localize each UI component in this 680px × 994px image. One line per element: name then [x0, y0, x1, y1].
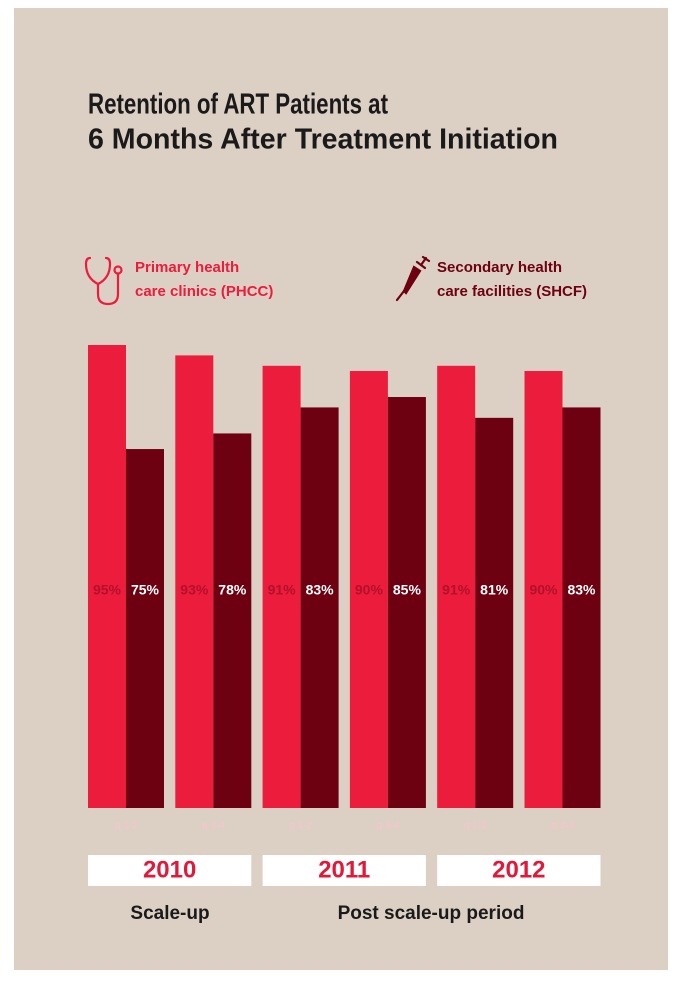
bar	[349, 371, 388, 808]
value-label: 93%	[180, 582, 209, 598]
bar	[262, 365, 301, 808]
value-label: 78%	[218, 582, 247, 598]
x-tick-label: q 3-4	[551, 821, 575, 832]
year-box	[262, 855, 426, 886]
bar	[175, 355, 214, 808]
bar	[300, 407, 339, 808]
bar	[387, 397, 426, 808]
value-label: 91%	[442, 582, 471, 598]
period-label: Post scale-up period	[338, 903, 525, 924]
x-tick-label: q 3-4	[202, 821, 226, 832]
legend-label: Secondary health	[437, 259, 562, 276]
value-label: 85%	[393, 582, 422, 598]
year-box	[437, 855, 601, 886]
legend-label: Primary health	[135, 259, 239, 276]
year-box	[88, 855, 252, 886]
value-label: 83%	[306, 582, 335, 598]
bar	[88, 345, 126, 808]
x-tick-label: q 1-2	[289, 821, 313, 832]
bar	[524, 371, 563, 808]
value-label: 75%	[131, 582, 160, 598]
value-label: 91%	[268, 582, 297, 598]
legend-label: care facilities (SHCF)	[437, 283, 587, 300]
value-label: 95%	[93, 582, 122, 598]
chart-title: 6 Months After Treatment Initiation	[88, 124, 558, 156]
value-label: 90%	[529, 582, 558, 598]
year-label: 2012	[492, 856, 545, 883]
syringe-icon	[395, 255, 431, 302]
x-tick-label: q 1-2	[464, 821, 488, 832]
bar	[562, 407, 601, 808]
x-tick-label: q 3-4	[376, 821, 400, 832]
period-label: Scale-up	[130, 903, 209, 924]
bar	[437, 365, 476, 808]
chart-title: Retention of ART Patients at	[88, 89, 388, 121]
x-tick-label: q 1-2	[114, 821, 138, 832]
value-label: 83%	[567, 582, 596, 598]
value-label: 90%	[355, 582, 384, 598]
year-label: 2011	[318, 856, 370, 883]
year-label: 2010	[143, 856, 196, 883]
value-label: 81%	[480, 582, 509, 598]
bar	[213, 433, 252, 808]
bar	[126, 449, 164, 808]
legend-label: care clinics (PHCC)	[135, 283, 273, 300]
stethoscope-icon	[84, 256, 123, 306]
bar	[475, 417, 514, 808]
